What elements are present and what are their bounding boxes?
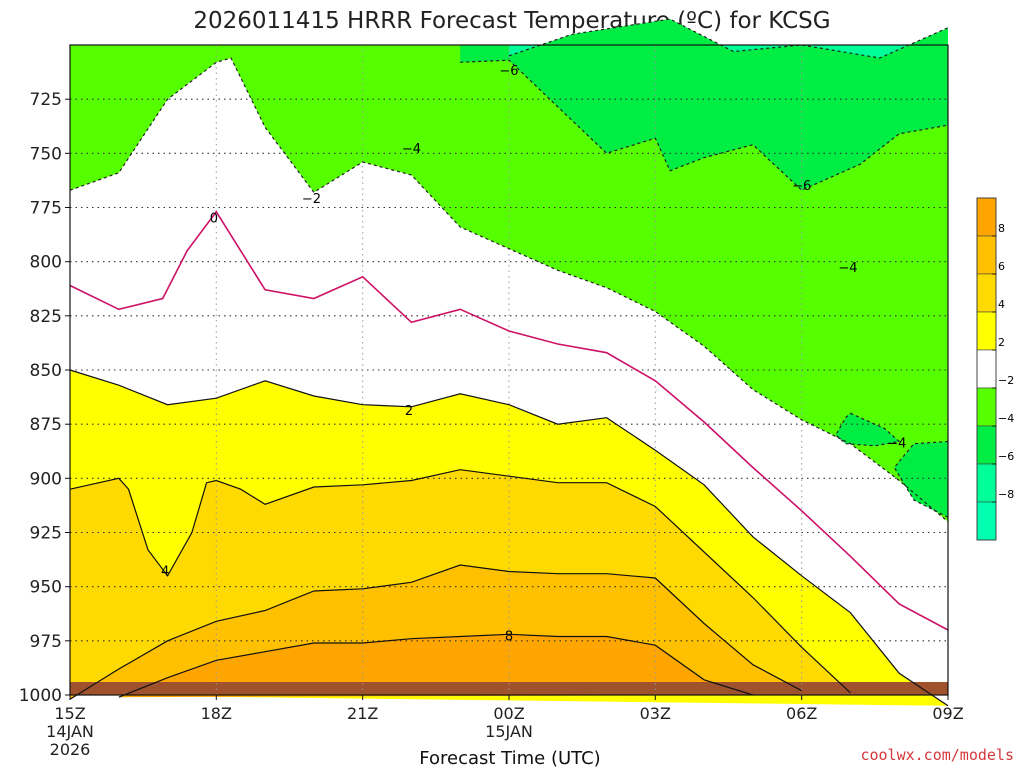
colorbar-swatch <box>976 311 997 351</box>
colorbar-swatch <box>976 349 997 389</box>
y-tick-label: 775 <box>30 199 62 219</box>
colorbar-label: −6 <box>998 450 1014 463</box>
contour-label: −4 <box>887 437 906 452</box>
x-tick-label: 21Z <box>347 704 378 723</box>
colorbar-label: 8 <box>998 222 1005 235</box>
isotherm-8 <box>118 633 754 698</box>
isotherm-minus6 <box>508 18 949 59</box>
y-tick-label: 800 <box>30 253 62 273</box>
isotherm-minus4-island <box>835 412 901 447</box>
y-tick-label: 900 <box>30 469 62 489</box>
isotherm-2 <box>69 369 949 707</box>
contour-fills <box>70 19 948 706</box>
colorbar-swatch <box>976 273 997 313</box>
colorbar-swatch <box>976 425 997 465</box>
x-tick-label: 00Z <box>493 704 524 723</box>
y-tick-label: 975 <box>30 632 62 652</box>
isotherm-minus4 <box>460 59 949 191</box>
contour-label: 0 <box>210 211 218 226</box>
x-tick-label: 09Z <box>932 704 963 723</box>
y-tick-label: 825 <box>30 307 62 327</box>
credit-text: coolwx.com/models <box>860 746 1014 764</box>
contour-label: −2 <box>302 192 321 207</box>
y-axis: 725 750 775 800 825 850 875 900 925 950 975 1000 <box>19 90 70 706</box>
colorbar-frame <box>976 197 997 541</box>
contour-labels: −6 −4 −2 0 2 4 8 −6 −4 −4 <box>161 64 906 645</box>
colorbar-label: 2 <box>998 336 1005 349</box>
x-axis-label: Forecast Time (UTC) <box>419 748 600 768</box>
contour-label: 2 <box>405 404 413 419</box>
y-tick-label: 925 <box>30 524 62 544</box>
contour-label: 8 <box>505 630 513 645</box>
colorbar-swatch <box>976 387 997 427</box>
contour-lines <box>69 18 949 707</box>
x-tick-year: 2026 <box>50 740 91 759</box>
y-tick-label: 875 <box>30 415 62 435</box>
y-tick-label: 850 <box>30 361 62 381</box>
x-tick-label: 06Z <box>786 704 817 723</box>
colorbar-legend: 8 6 4 2 −2 −4 −6 −8 <box>976 197 1014 541</box>
colorbar-label: −2 <box>998 374 1014 387</box>
colorbar-label: −8 <box>998 488 1014 501</box>
contour-label: 4 <box>161 565 169 580</box>
colorbar-swatch <box>976 235 997 275</box>
colorbar-swatch <box>976 501 997 541</box>
isotherm-zero <box>69 210 949 631</box>
chart-title: 2026011415 HRRR Forecast Temperature (ºC… <box>193 8 830 34</box>
contour-label: −4 <box>838 261 857 276</box>
contour-label: −4 <box>402 142 421 157</box>
x-tick-label: 15Z <box>54 704 85 723</box>
colorbar-label: −4 <box>998 412 1014 425</box>
isotherm-6 <box>69 564 802 700</box>
region-cool4-edge <box>894 441 948 518</box>
x-tick-label: 18Z <box>201 704 232 723</box>
y-tick-label: 725 <box>30 90 62 110</box>
contour-label: −6 <box>499 64 518 79</box>
x-tick-date: 14JAN <box>46 722 94 741</box>
contour-label: −6 <box>792 179 811 194</box>
y-tick-label: 750 <box>30 144 62 164</box>
x-tick-label: 03Z <box>640 704 671 723</box>
y-tick-label: 950 <box>30 578 62 598</box>
y-tick-label: 1000 <box>19 686 62 706</box>
isotherm-4 <box>69 469 851 694</box>
colorbar-swatch <box>976 197 997 237</box>
isotherm-minus4-edge <box>893 440 949 518</box>
x-tick-date: 15JAN <box>485 722 533 741</box>
colorbar-label: 6 <box>998 260 1005 273</box>
colorbar-swatch <box>976 463 997 503</box>
region-cool4-island <box>835 413 900 446</box>
colorbar-label: 4 <box>998 298 1005 311</box>
